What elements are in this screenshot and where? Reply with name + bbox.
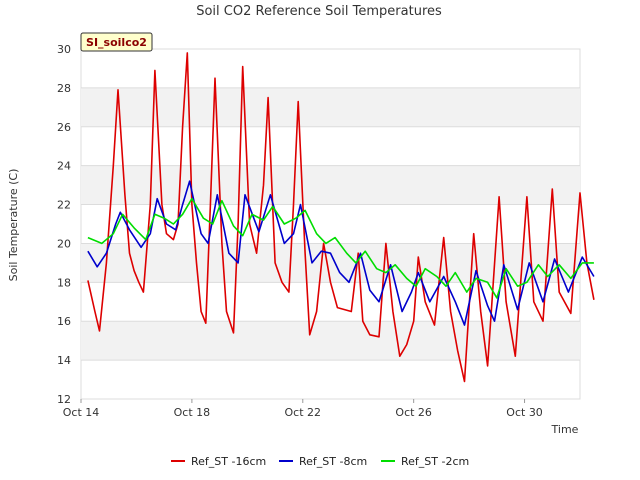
grid-band bbox=[81, 87, 580, 127]
y-tick-label: 24 bbox=[57, 160, 71, 173]
chart-title: Soil CO2 Reference Soil Temperatures bbox=[196, 4, 442, 19]
x-tick-label: Oct 14 bbox=[63, 406, 100, 419]
y-tick-label: 28 bbox=[57, 82, 71, 95]
site-tag-label: SI_soilco2 bbox=[86, 36, 147, 49]
y-tick-label: 14 bbox=[57, 354, 71, 367]
y-tick-label: 20 bbox=[57, 237, 71, 250]
y-axis-ticks: 12 14 16 18 20 22 24 26 28 30 bbox=[57, 43, 71, 406]
x-axis-ticks: Oct 14 Oct 18 Oct 22 Oct 26 Oct 30 bbox=[63, 399, 543, 419]
x-tick-label: Oct 22 bbox=[285, 406, 322, 419]
series-line-1 bbox=[87, 52, 595, 383]
y-tick-label: 12 bbox=[57, 393, 71, 406]
legend-label-1: Ref_ST -16cm bbox=[191, 455, 266, 468]
y-tick-label: 30 bbox=[57, 43, 71, 56]
grid-band bbox=[81, 243, 580, 283]
x-tick-label: Oct 30 bbox=[506, 406, 543, 419]
legend: Ref_ST -16cm Ref_ST -8cm Ref_ST -2cm bbox=[171, 455, 469, 468]
series-layer bbox=[87, 52, 595, 383]
series-line-2 bbox=[87, 180, 595, 326]
y-tick-label: 16 bbox=[57, 315, 71, 328]
x-axis-title: Time bbox=[551, 423, 579, 436]
legend-label-2: Ref_ST -8cm bbox=[299, 455, 367, 468]
site-tag-box bbox=[80, 32, 153, 52]
x-tick-label: Oct 18 bbox=[174, 406, 211, 419]
series-line-3 bbox=[87, 197, 594, 299]
x-tick-label: Oct 26 bbox=[395, 406, 432, 419]
legend-label-3: Ref_ST -2cm bbox=[401, 455, 469, 468]
y-tick-label: 26 bbox=[57, 121, 71, 134]
site-tag: SI_soilco2 bbox=[80, 32, 153, 52]
y-axis-title: Soil Temperature (C) bbox=[7, 169, 20, 282]
grid-band bbox=[81, 165, 580, 205]
y-tick-label: 22 bbox=[57, 199, 71, 212]
grid-band bbox=[81, 321, 580, 361]
y-tick-label: 18 bbox=[57, 276, 71, 289]
